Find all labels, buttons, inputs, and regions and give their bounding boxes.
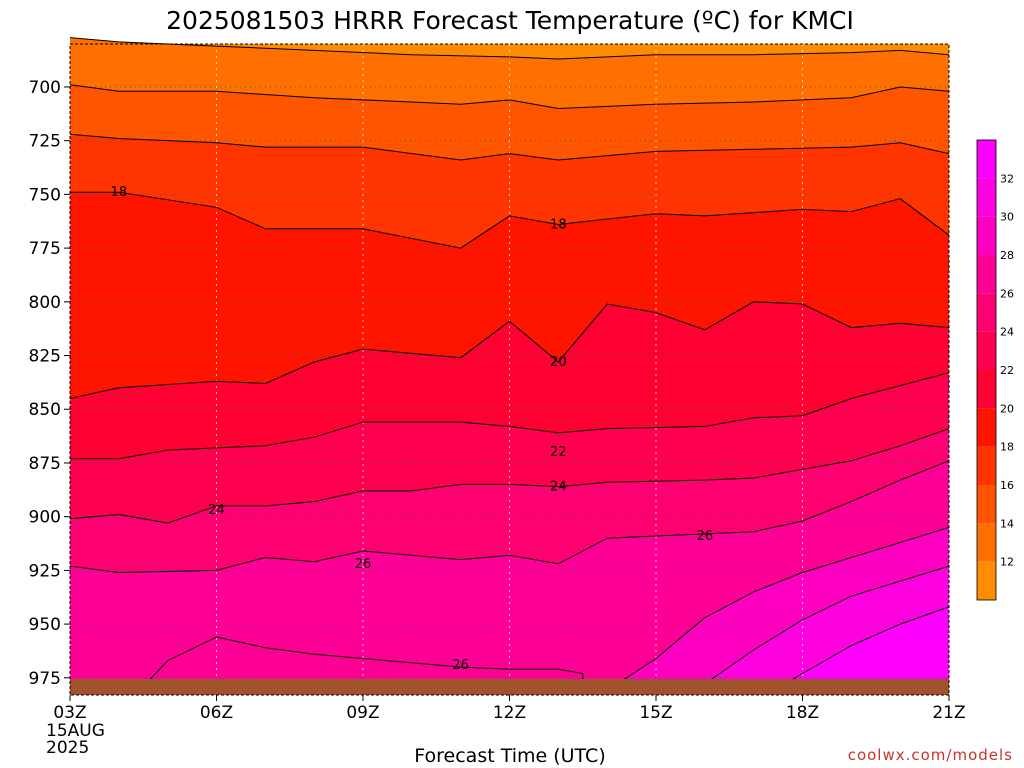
- plot-area: 18 18 20 22 24 24 26 26 26: [69, 37, 950, 696]
- date-label-line2: 2025: [46, 738, 89, 758]
- band-18: [70, 192, 949, 399]
- band-32: [773, 606, 949, 695]
- contour-label: 18: [550, 217, 567, 232]
- colorbar-swatch: [977, 446, 996, 485]
- contour-label: 24: [208, 503, 225, 518]
- x-axis: 03Z 06Z 09Z 12Z 15Z 18Z 21Z: [53, 695, 966, 723]
- colorbar-swatch: [977, 523, 996, 562]
- x-tick-label: 03Z: [53, 703, 86, 723]
- x-tick-label: 09Z: [346, 703, 379, 723]
- y-tick-label: 775: [29, 239, 61, 259]
- contour-line-24: [69, 428, 950, 524]
- y-tick-label: 700: [29, 78, 61, 98]
- y-tick-label: 750: [29, 185, 61, 205]
- contour-label: 20: [550, 355, 567, 370]
- y-axis: 700 725 750 775 800 825 850 875 900 925 950 975: [29, 78, 70, 689]
- colorbar-tick-label: 22: [1000, 364, 1014, 377]
- colorbar-tick-label: 24: [1000, 326, 1014, 339]
- x-tick-label: 06Z: [200, 703, 233, 723]
- colorbar-swatch: [977, 216, 996, 255]
- band-below-12: [70, 37, 949, 59]
- colorbar-swatch: [977, 293, 996, 332]
- contour-line-18: [70, 191, 950, 249]
- colorbar-swatch: [977, 485, 996, 524]
- ground-surface: [70, 679, 949, 695]
- y-tick-label: 950: [29, 615, 61, 635]
- colorbar-tick-label: 12: [1000, 556, 1014, 569]
- contour-line-20: [69, 301, 950, 399]
- colorbar-swatch: [977, 561, 996, 600]
- y-tick-label: 800: [29, 293, 61, 313]
- colorbar: 12 14 16 18 20 22 24 26 28 30 32: [976, 139, 1014, 601]
- chart-title: 2025081503 HRRR Forecast Temperature (ºC…: [166, 6, 854, 35]
- x-tick-label: 12Z: [493, 703, 526, 723]
- colorbar-tick-label: 28: [1000, 249, 1014, 262]
- colorbar-swatch: [977, 370, 996, 409]
- y-tick-label: 925: [29, 561, 61, 581]
- x-tick-label: 21Z: [932, 703, 965, 723]
- contour-line-30: [694, 565, 950, 692]
- contour-line-26: [142, 636, 584, 689]
- band-16: [70, 134, 949, 249]
- x-axis-title: Forecast Time (UTC): [414, 745, 605, 767]
- colorbar-tick-label: 32: [1000, 172, 1014, 185]
- contour-label: 26: [355, 557, 372, 572]
- y-tick-label: 725: [29, 132, 61, 152]
- contour-line-22: [70, 372, 950, 460]
- contour-label: 26: [697, 529, 714, 544]
- contour-label: 26: [452, 658, 469, 673]
- contour-label: 22: [550, 445, 567, 460]
- contour-line-16: [69, 133, 950, 161]
- colorbar-swatch: [977, 331, 996, 370]
- y-tick-label: 875: [29, 454, 61, 474]
- contour-label: 24: [550, 480, 567, 495]
- colorbar-swatch: [977, 255, 996, 294]
- contour-line-26: [69, 460, 950, 574]
- band-12: [70, 37, 949, 109]
- colorbar-tick-label: 26: [1000, 287, 1014, 300]
- colorbar-swatch: [977, 408, 996, 447]
- y-tick-label: 900: [29, 508, 61, 528]
- colorbar-swatch: [977, 178, 996, 217]
- date-label-line1: 15AUG: [46, 721, 105, 741]
- credit-text: coolwx.com/models: [848, 746, 1013, 764]
- contour-line-12: [69, 37, 950, 60]
- colorbar-tick-label: 16: [1000, 479, 1014, 492]
- colorbar-swatch: [977, 140, 996, 179]
- contour-label: 18: [111, 185, 128, 200]
- y-tick-label: 850: [29, 400, 61, 420]
- colorbar-frame: [976, 139, 997, 601]
- colorbar-tick-label: 20: [1000, 402, 1014, 415]
- colorbar-tick-label: 14: [1000, 517, 1014, 530]
- contour-line-28: [606, 526, 950, 692]
- x-tick-label: 18Z: [786, 703, 819, 723]
- contour-line-14: [69, 84, 950, 110]
- colorbar-tick-label: 30: [1000, 211, 1014, 224]
- colorbar-tick-label: 18: [1000, 441, 1014, 454]
- y-tick-label: 975: [29, 669, 61, 689]
- y-tick-label: 825: [29, 347, 61, 367]
- x-tick-label: 15Z: [639, 703, 672, 723]
